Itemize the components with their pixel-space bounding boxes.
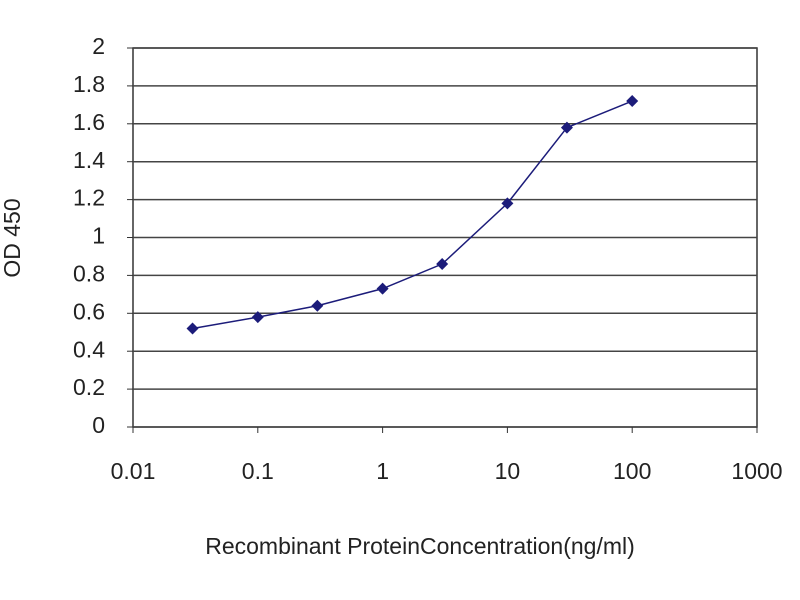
- data-point: [626, 95, 639, 108]
- y-tick-label: 0.2: [73, 374, 105, 400]
- y-tick-label: 0.6: [73, 298, 105, 324]
- data-point: [376, 282, 389, 295]
- x-axis-label: Recombinant ProteinConcentration(ng/ml): [205, 533, 635, 559]
- y-tick-label: 1: [92, 223, 105, 249]
- x-tick-label: 0.01: [111, 458, 156, 484]
- x-tick-label: 10: [495, 458, 521, 484]
- y-tick-label: 1.4: [73, 147, 105, 173]
- y-axis-label: OD 450: [0, 198, 25, 277]
- data-line: [192, 100, 633, 330]
- y-tick-label: 2: [92, 33, 105, 59]
- y-tick-label: 0.4: [73, 336, 105, 362]
- x-tick-label: 0.1: [242, 458, 274, 484]
- x-tick-label: 1000: [731, 458, 782, 484]
- y-tick-label: 1.6: [73, 109, 105, 135]
- x-tick-label: 1: [376, 458, 389, 484]
- x-tick-label: 100: [613, 458, 651, 484]
- data-point: [251, 311, 264, 324]
- y-tick-label: 0.8: [73, 260, 105, 286]
- data-point: [560, 121, 573, 134]
- data-point: [311, 299, 324, 312]
- y-tick-label: 1.8: [73, 71, 105, 97]
- y-tick-label: 0: [92, 412, 105, 438]
- data-point: [501, 197, 514, 210]
- data-point: [436, 258, 449, 271]
- data-point: [186, 322, 199, 335]
- y-tick-label: 1.2: [73, 185, 105, 211]
